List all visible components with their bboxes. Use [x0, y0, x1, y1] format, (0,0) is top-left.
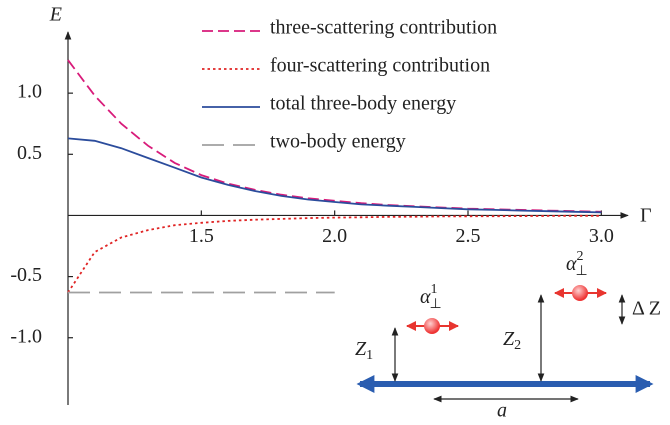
- z-1-label: Z1: [355, 338, 373, 364]
- subscript: ⊥: [576, 264, 588, 279]
- symbol: α: [420, 286, 431, 308]
- series-line: [67, 59, 602, 213]
- alpha-2-label: α2 ⊥: [566, 249, 588, 279]
- x-tick-label: 1.5: [189, 225, 214, 247]
- z-2-label: Z2: [503, 328, 521, 354]
- legend-label: two-body energy: [270, 131, 406, 153]
- superscript: 1: [431, 282, 438, 297]
- legend-label: three-scattering contribution: [270, 17, 497, 39]
- legend-label: total three-body energy: [270, 93, 456, 115]
- x-tick-label: 3.0: [589, 225, 614, 247]
- y-tick-label: 1.0: [17, 81, 42, 103]
- subscript: 1: [366, 348, 373, 363]
- y-axis-label: E: [49, 4, 62, 26]
- delta-z-label: Δ Z: [632, 298, 661, 320]
- subscript: 2: [514, 338, 521, 353]
- alpha-1-label: α1 ⊥: [420, 282, 442, 312]
- x-tick-label: 2.0: [322, 225, 347, 247]
- subscript: ⊥: [430, 297, 442, 312]
- particle: [424, 318, 440, 334]
- symbol: α: [566, 253, 577, 275]
- particle: [572, 285, 588, 301]
- legend-label: four-scattering contribution: [270, 55, 490, 77]
- x-tick-label: 2.5: [456, 225, 481, 247]
- symbol: Z: [503, 328, 515, 350]
- superscript: 2: [577, 249, 584, 264]
- y-tick-label: -1.0: [10, 325, 42, 347]
- inset-diagram: Δ Z a: [356, 285, 661, 422]
- symbol: Z: [355, 338, 367, 360]
- y-tick-label: 0.5: [17, 142, 42, 164]
- series-line: [67, 137, 602, 214]
- x-axis-label: Γ: [640, 205, 652, 227]
- y-tick-label: -0.5: [10, 264, 42, 286]
- a-label: a: [497, 400, 507, 422]
- series-line: [67, 214, 602, 293]
